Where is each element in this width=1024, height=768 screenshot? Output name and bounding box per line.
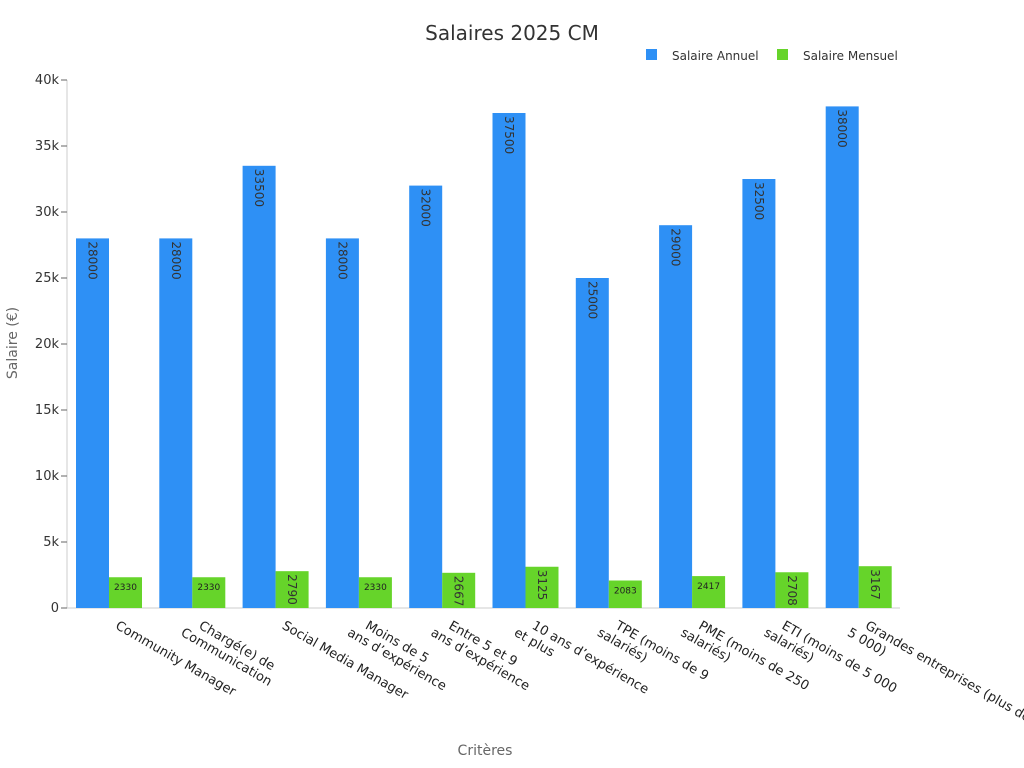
- bar-monthly-label-6: 3125: [535, 570, 549, 601]
- bar-annual-label-5: 32000: [419, 189, 433, 227]
- bar-annual-2: [159, 238, 193, 608]
- bar-monthly-label-5: 2667: [452, 576, 466, 607]
- bar-annual-label-3: 33500: [252, 169, 266, 207]
- y-tick-label: 0: [51, 601, 59, 616]
- svg-text:Moins de 5ans d’expérience: Moins de 5ans d’expérience: [345, 612, 457, 694]
- bar-monthly-1: [109, 577, 142, 608]
- y-tick-label: 40k: [35, 73, 60, 88]
- bar-monthly-8: [692, 576, 726, 608]
- bar-annual-10: [825, 106, 859, 609]
- chart-title: Salaires 2025 CM: [425, 21, 599, 45]
- bar-monthly-2: [192, 577, 226, 608]
- svg-text:TPE (moins de 9salariés): TPE (moins de 9salariés): [595, 612, 712, 697]
- bar-annual-label-1: 28000: [86, 241, 100, 279]
- y-tick-label: 35k: [35, 139, 60, 154]
- bars-group: 28000 2330 28000 2330 33500 2790 28000 2330 3200…: [76, 106, 892, 609]
- x-tick-label: TPE (moins de 9salariés): [595, 612, 712, 697]
- bar-monthly-6: [525, 566, 559, 608]
- y-axis-title: Salaire (€): [5, 307, 21, 379]
- x-axis-title: Critères: [458, 743, 513, 759]
- bar-annual-4: [325, 238, 359, 608]
- bar-monthly-label-3: 2790: [285, 574, 299, 605]
- bar-annual-label-7: 25000: [585, 281, 599, 319]
- y-tick-label: 15k: [35, 403, 60, 418]
- bar-monthly-label-4: 2330: [364, 583, 387, 593]
- bar-annual-3: [242, 165, 276, 609]
- bar-annual-label-8: 29000: [669, 228, 683, 266]
- y-tick-label: 20k: [35, 337, 60, 352]
- legend-swatch-1: [646, 49, 657, 60]
- bar-monthly-label-8: 2417: [697, 582, 720, 592]
- y-tick-label: 5k: [43, 535, 59, 550]
- bar-monthly-label-1: 2330: [114, 583, 137, 593]
- bar-monthly-5: [442, 572, 476, 608]
- bar-monthly-label-2: 2330: [197, 583, 220, 593]
- bar-annual-7: [575, 278, 609, 608]
- y-tick-label: 10k: [35, 469, 60, 484]
- legend-label-2: Salaire Mensuel: [803, 49, 898, 63]
- bar-monthly-label-9: 2708: [785, 575, 799, 606]
- legend-swatch-2: [777, 49, 788, 60]
- y-axis: 0 5k 10k 15k 20k 25k 30k 35k 40k: [35, 73, 68, 616]
- bar-monthly-3: [275, 571, 309, 608]
- bar-annual-label-9: 32500: [752, 182, 766, 220]
- bar-monthly-9: [775, 572, 809, 608]
- bar-annual-8: [659, 225, 693, 608]
- bar-monthly-7: [608, 580, 642, 608]
- bar-monthly-10: [858, 566, 892, 608]
- bar-annual-5: [409, 185, 443, 608]
- bar-monthly-4: [358, 577, 392, 608]
- bar-annual-label-2: 28000: [169, 241, 183, 279]
- y-tick-label: 30k: [35, 205, 60, 220]
- bar-monthly-label-7: 2083: [614, 587, 637, 597]
- legend-label-1: Salaire Annuel: [672, 49, 759, 63]
- bar-annual-label-4: 28000: [335, 241, 349, 279]
- x-tick-label: Moins de 5ans d’expérience: [345, 612, 457, 694]
- legend: Salaire Annuel Salaire Mensuel: [646, 49, 898, 63]
- bar-annual-6: [492, 113, 526, 608]
- bar-annual-label-6: 37500: [502, 116, 516, 154]
- bar-monthly-label-10: 3167: [868, 569, 882, 600]
- bar-annual-label-10: 38000: [835, 109, 849, 147]
- bar-annual-1: [76, 238, 109, 608]
- y-tick-label: 25k: [35, 271, 60, 286]
- bar-annual-9: [742, 179, 776, 608]
